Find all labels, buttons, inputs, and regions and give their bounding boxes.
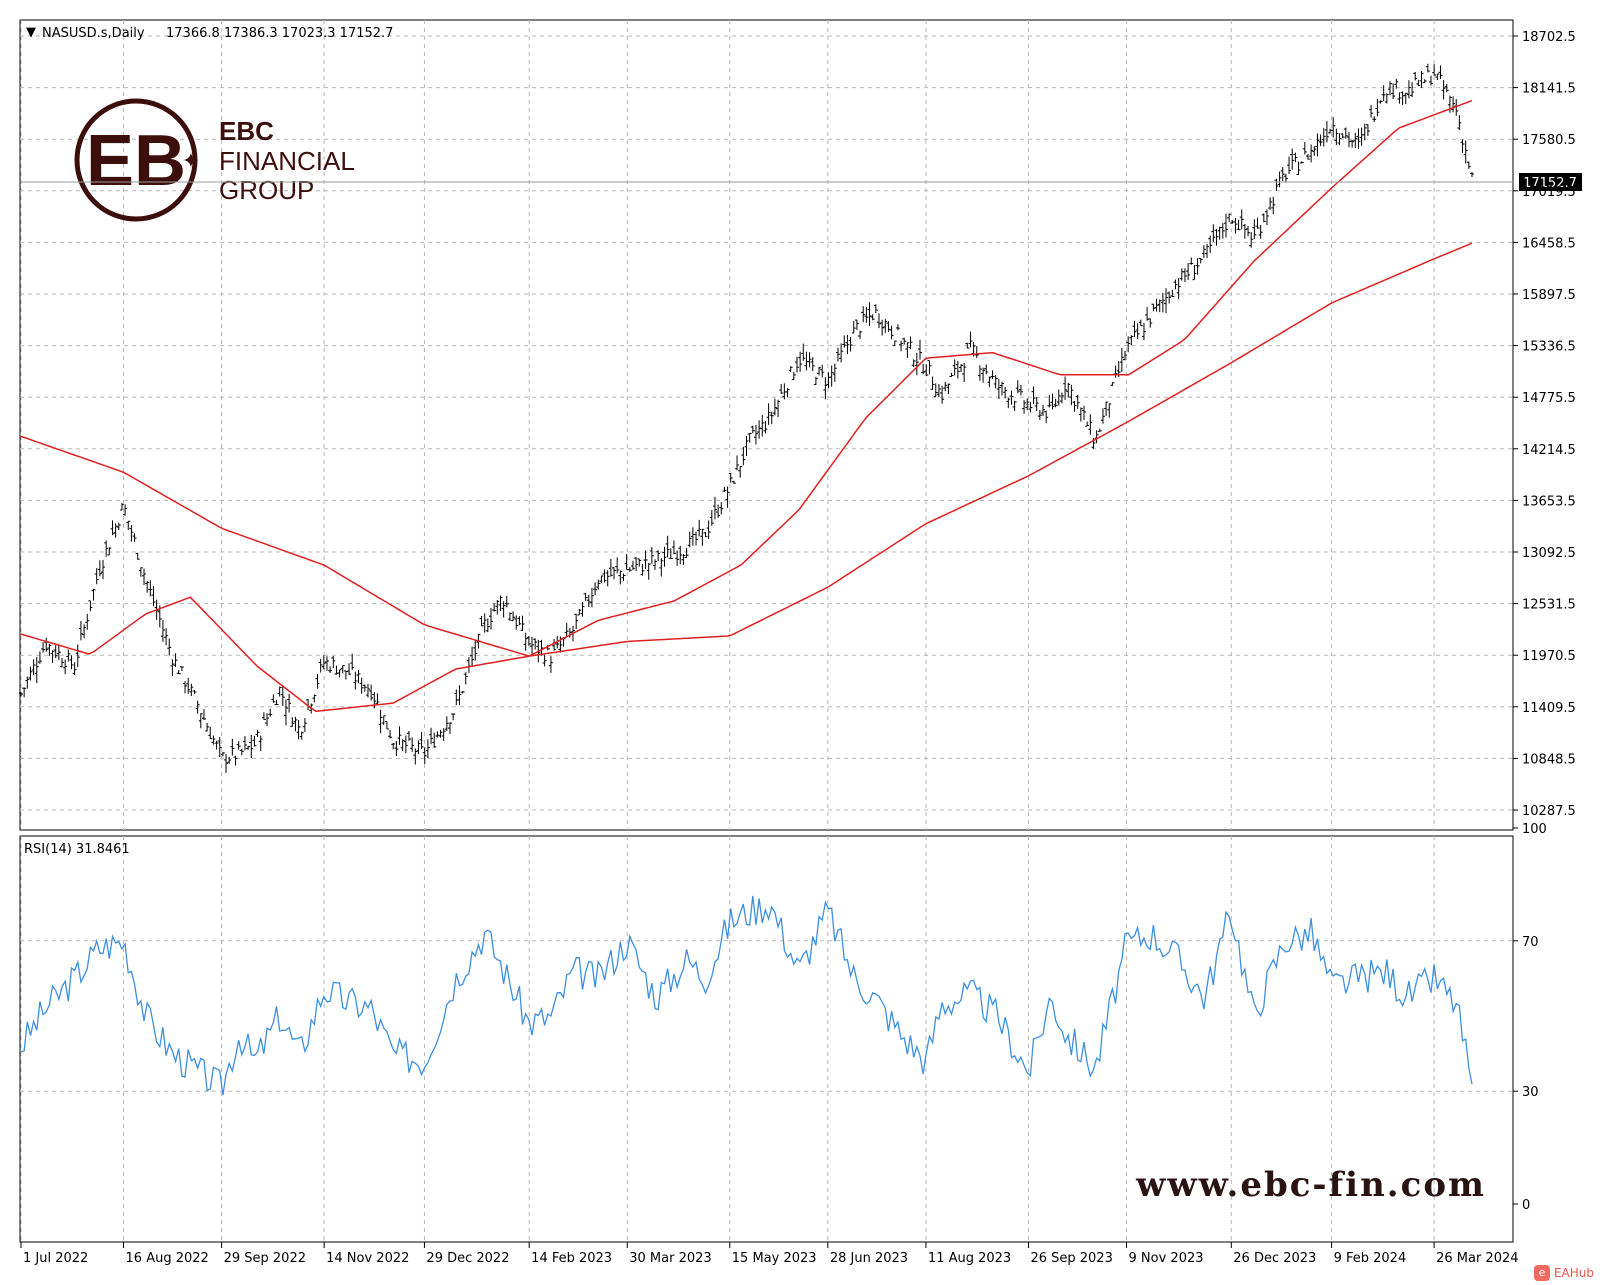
rsi-tick-label: 30 <box>1522 1085 1539 1100</box>
rsi-y-axis: 100 70 30 0 <box>1513 822 1547 1213</box>
price-panel-frame <box>19 19 1514 831</box>
logo-line-2: FINANCIAL <box>219 146 355 176</box>
moving-average-50-line <box>20 99 1473 713</box>
price-tick-label: 18702.5 <box>1522 30 1576 45</box>
logo-ring <box>74 98 198 222</box>
price-tick-label: 13092.5 <box>1522 546 1576 561</box>
current-price-label: 17152.7 <box>1523 176 1577 191</box>
price-tick-label: 15897.5 <box>1522 288 1576 303</box>
logo-monogram: EB <box>86 121 186 201</box>
sparkle-icon: ✦ <box>182 148 200 173</box>
x-tick-label: 14 Feb 2023 <box>531 1251 612 1266</box>
price-tick-label: 10848.5 <box>1522 752 1576 767</box>
price-tick-label: 15336.5 <box>1522 340 1576 355</box>
price-tick-label: 18141.5 <box>1522 82 1576 97</box>
current-price-tag <box>1519 173 1582 191</box>
eahub-label: EAHub <box>1553 1266 1594 1280</box>
ohlc-values: 17366.8 17386.3 17023.3 17152.7 <box>166 26 393 41</box>
chart-dropdown-icon[interactable]: ▼ <box>26 25 36 40</box>
price-tick-label: 16458.5 <box>1522 236 1576 251</box>
eahub-icon: e <box>1533 1265 1550 1281</box>
logo-line-1: EBC <box>219 116 274 146</box>
x-tick-label: 26 Dec 2023 <box>1233 1251 1316 1266</box>
price-tick-label: 14214.5 <box>1522 443 1576 458</box>
ebc-logo: EB ✦ EBC FINANCIAL GROUP <box>74 98 355 222</box>
x-tick-label: 16 Aug 2022 <box>126 1251 209 1266</box>
price-tick-label: 13653.5 <box>1522 494 1576 509</box>
price-tick-label: 17019.5 <box>1522 185 1576 200</box>
x-tick-label: 15 May 2023 <box>732 1251 817 1266</box>
x-tick-label: 30 Mar 2023 <box>629 1251 711 1266</box>
price-tick-label: 11970.5 <box>1522 649 1576 664</box>
price-tick-label: 11409.5 <box>1522 701 1576 716</box>
rsi-label: RSI(14) 31.8461 <box>24 842 130 857</box>
rsi-grid <box>20 836 1513 1242</box>
price-tick-label: 17580.5 <box>1522 133 1576 148</box>
x-tick-label: 11 Aug 2023 <box>928 1251 1011 1266</box>
x-tick-label: 9 Feb 2024 <box>1334 1251 1407 1266</box>
eahub-badge: e EAHub <box>1533 1265 1594 1281</box>
x-tick-label: 1 Jul 2022 <box>23 1251 88 1266</box>
x-tick-label: 9 Nov 2023 <box>1129 1251 1204 1266</box>
price-tick-label: 10287.5 <box>1522 804 1576 819</box>
x-tick-label: 29 Sep 2022 <box>224 1251 306 1266</box>
rsi-line <box>20 895 1473 1096</box>
rsi-tick-label: 100 <box>1522 822 1547 837</box>
price-y-axis: 18702.5 18141.5 17580.5 17019.5 16458.5 15897… <box>1513 30 1576 819</box>
x-tick-label: 26 Sep 2023 <box>1030 1251 1112 1266</box>
rsi-tick-label: 0 <box>1522 1198 1530 1213</box>
x-axis: 1 Jul 2022 16 Aug 2022 29 Sep 2022 14 Nov 2… <box>20 1242 1519 1266</box>
symbol-label: NASUSD.s,Daily <box>42 26 145 41</box>
x-tick-label: 29 Dec 2022 <box>426 1251 509 1266</box>
rsi-panel-frame <box>19 835 1514 1243</box>
x-tick-label: 14 Nov 2022 <box>326 1251 409 1266</box>
rsi-tick-label: 70 <box>1522 935 1539 950</box>
price-grid <box>20 20 1513 830</box>
price-tick-label: 12531.5 <box>1522 598 1576 613</box>
x-tick-label: 28 Jun 2023 <box>830 1251 908 1266</box>
moving-average-200-line <box>20 242 1473 657</box>
x-tick-label: 26 Mar 2024 <box>1436 1251 1518 1266</box>
price-tick-label: 14775.5 <box>1522 391 1576 406</box>
price-bars <box>19 63 1474 773</box>
logo-line-3: GROUP <box>219 175 314 205</box>
website-url: www.ebc-fin.com <box>1135 1165 1486 1205</box>
